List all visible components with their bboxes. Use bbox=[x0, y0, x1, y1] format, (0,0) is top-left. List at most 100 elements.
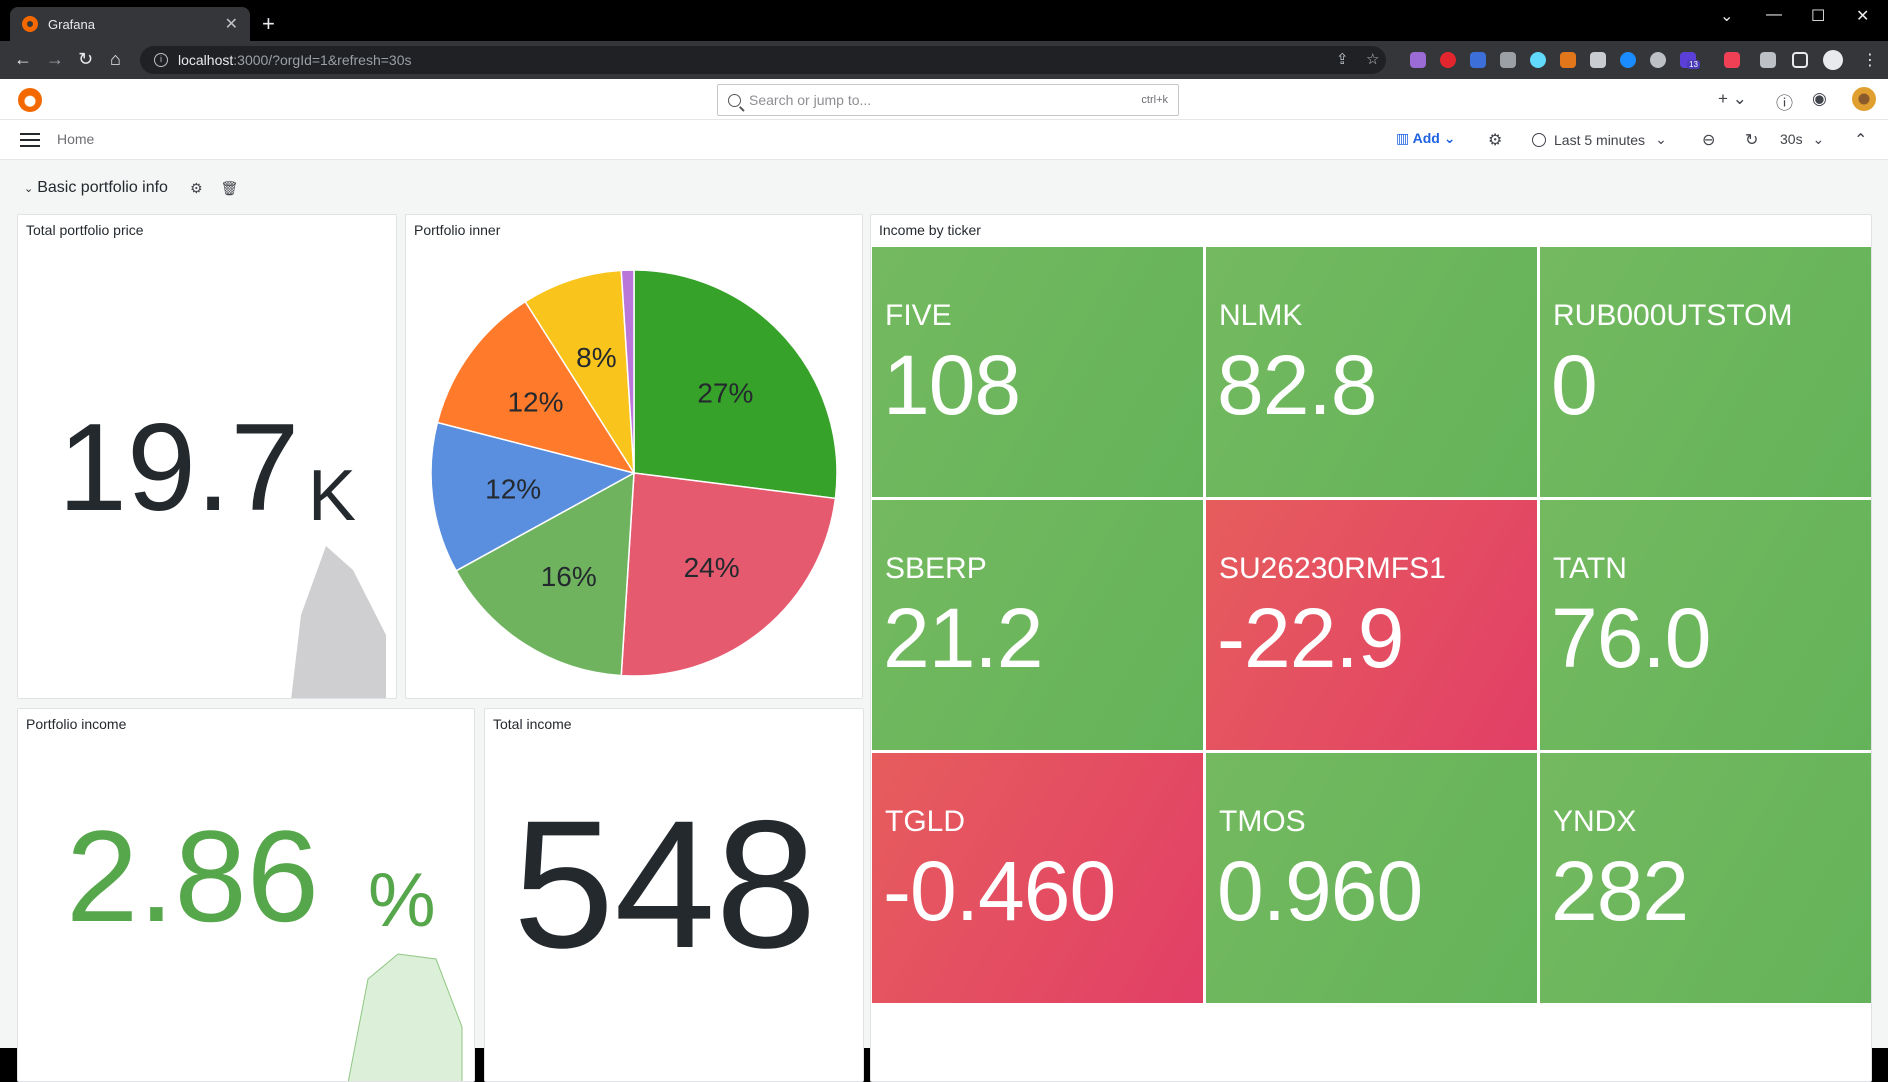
panel-portfolio-income[interactable]: Portfolio income 2.86 % bbox=[17, 708, 475, 1082]
row-delete-trash-icon[interactable]: 🗑 bbox=[220, 179, 239, 196]
user-avatar[interactable] bbox=[1852, 87, 1876, 111]
collapse-chevron-up-icon[interactable]: ⌃ bbox=[1854, 132, 1868, 149]
panel-title: Portfolio inner bbox=[414, 222, 501, 238]
pie-slice[interactable] bbox=[524, 269, 635, 474]
pie-slice-label: 27% bbox=[697, 377, 753, 408]
ticker-name: TATN bbox=[1553, 552, 1627, 585]
pie-slice-label: 12% bbox=[507, 386, 563, 417]
browser-menu-icon[interactable]: ⋮ bbox=[1862, 52, 1878, 69]
bookmark-star-icon[interactable]: ☆ bbox=[1366, 51, 1380, 68]
ticker-name: SU26230RMFS1 bbox=[1219, 552, 1446, 585]
profile-avatar[interactable] bbox=[1823, 50, 1843, 70]
chevron-down-icon: ⌄ bbox=[1443, 130, 1456, 146]
pie-slice[interactable] bbox=[633, 269, 838, 500]
pie-slice[interactable] bbox=[620, 472, 837, 677]
ticker-name: FIVE bbox=[885, 299, 952, 332]
reload-icon[interactable]: ↻ bbox=[78, 49, 94, 69]
refresh-interval-picker[interactable]: 30s ⌄ bbox=[1780, 131, 1824, 148]
site-info-icon[interactable]: i bbox=[154, 53, 168, 67]
url-host: localhost bbox=[178, 52, 234, 68]
side-panel-icon[interactable] bbox=[1792, 52, 1808, 68]
extension-pocket-icon[interactable] bbox=[1724, 52, 1740, 68]
home-icon[interactable]: ⌂ bbox=[110, 49, 121, 69]
dashboard-settings-gear-icon[interactable]: ⚙ bbox=[1488, 132, 1503, 149]
extension-feather-icon[interactable] bbox=[1410, 52, 1426, 68]
forward-icon[interactable]: → bbox=[46, 49, 64, 69]
add-panel-icon: ▥ bbox=[1396, 130, 1410, 146]
chevron-down-icon: ⌄ bbox=[1812, 131, 1825, 147]
extension-metamask-icon[interactable] bbox=[1560, 52, 1576, 68]
extension-ci-icon[interactable] bbox=[1500, 52, 1516, 68]
pie-slice-label: 12% bbox=[485, 473, 541, 504]
close-tab-icon[interactable]: ✕ bbox=[224, 16, 238, 33]
grafana-app: Search or jump to... ctrl+k + ⌄ ⓘ ◉ Home… bbox=[0, 79, 1888, 1082]
time-range-picker[interactable]: Last 5 minutes ⌄ bbox=[1532, 131, 1667, 148]
extensions-puzzle-icon[interactable] bbox=[1760, 52, 1776, 68]
time-range-label: Last 5 minutes bbox=[1554, 131, 1646, 148]
pie-slice[interactable] bbox=[430, 421, 637, 572]
extension-vue-icon[interactable] bbox=[1590, 52, 1606, 68]
maximize-icon[interactable]: ☐ bbox=[1811, 8, 1826, 25]
news-rss-icon[interactable]: ◉ bbox=[1812, 89, 1827, 108]
row-settings-gear-icon[interactable]: ⚙ bbox=[189, 179, 203, 196]
extension-react-icon[interactable] bbox=[1530, 52, 1546, 68]
ticker-name: SBERP bbox=[885, 552, 987, 585]
panel-portfolio-inner[interactable]: Portfolio inner 27% 24% 16% 12% 12% 8% bbox=[405, 214, 863, 699]
extension-badge-icon[interactable]: 13 bbox=[1680, 52, 1700, 69]
panel-total-portfolio-price[interactable]: Total portfolio price 19.7 K bbox=[17, 214, 397, 699]
back-icon[interactable]: ← bbox=[14, 49, 32, 69]
pie-slice[interactable] bbox=[455, 471, 635, 677]
pie-slice[interactable] bbox=[620, 269, 635, 474]
share-icon[interactable]: ⇪ bbox=[1336, 51, 1349, 68]
grafana-favicon-icon bbox=[22, 16, 38, 32]
search-shortcut: ctrl+k bbox=[1141, 94, 1168, 106]
search-input[interactable]: Search or jump to... ctrl+k bbox=[717, 84, 1179, 116]
grafana-topbar: Search or jump to... ctrl+k + ⌄ ⓘ ◉ bbox=[0, 79, 1888, 120]
extension-speed-icon[interactable] bbox=[1620, 52, 1636, 68]
panel-total-income[interactable]: Total income 548 bbox=[484, 708, 864, 1082]
ticker-name: NLMK bbox=[1219, 299, 1303, 332]
pie-slice-label: 8% bbox=[576, 342, 616, 373]
ticker-value: 76.0 bbox=[1551, 591, 1711, 685]
ticker-value: 108 bbox=[883, 338, 1021, 432]
ticker-tile[interactable]: RUB000UTSTOM 0 bbox=[1540, 247, 1871, 497]
row-header[interactable]: ⌄ Basic portfolio info ⚙ 🗑 bbox=[24, 179, 238, 197]
extension-adblock-icon[interactable] bbox=[1440, 52, 1456, 68]
refresh-icon[interactable]: ↻ bbox=[1745, 132, 1759, 149]
panel-income-by-ticker[interactable]: Income by ticker FIVE 108 NLMK 82.8 RUB000UT… bbox=[870, 214, 1872, 1082]
ticker-tile[interactable]: SBERP 21.2 bbox=[872, 500, 1203, 750]
close-window-icon[interactable]: ✕ bbox=[1856, 8, 1870, 25]
help-icon[interactable]: ⓘ bbox=[1776, 94, 1793, 113]
ticker-tile[interactable]: NLMK 82.8 bbox=[1206, 247, 1537, 497]
panel-title: Income by ticker bbox=[879, 222, 981, 238]
add-button[interactable]: ▥ Add ⌄ bbox=[1396, 130, 1455, 147]
tab-search-chevron-icon[interactable]: ⌄ bbox=[1720, 8, 1734, 25]
breadcrumb-home[interactable]: Home bbox=[57, 131, 95, 147]
row-title: Basic portfolio info bbox=[37, 179, 168, 196]
ticker-tile[interactable]: FIVE 108 bbox=[872, 247, 1203, 497]
url-path: :3000/?orgId=1&refresh=30s bbox=[233, 52, 412, 68]
search-placeholder: Search or jump to... bbox=[749, 92, 872, 108]
ticker-tile[interactable]: TATN 76.0 bbox=[1540, 500, 1871, 750]
ticker-value: 82.8 bbox=[1217, 338, 1377, 432]
pie-slice[interactable] bbox=[436, 300, 636, 475]
extension-globe-icon[interactable] bbox=[1650, 52, 1666, 68]
new-tab-icon[interactable]: + bbox=[262, 11, 275, 36]
grafana-logo-icon[interactable] bbox=[18, 88, 42, 112]
new-plus-icon[interactable]: + ⌄ bbox=[1718, 89, 1747, 108]
panel-title: Portfolio income bbox=[26, 716, 127, 732]
ticker-tile[interactable]: YNDX 282 bbox=[1540, 753, 1871, 1003]
ticker-tile[interactable]: TMOS 0.960 bbox=[1206, 753, 1537, 1003]
browser-tab[interactable]: Grafana ✕ bbox=[10, 7, 250, 41]
stat-unit: % bbox=[368, 858, 436, 943]
extension-bitwarden-icon[interactable] bbox=[1470, 52, 1486, 68]
minimize-icon[interactable]: — bbox=[1766, 6, 1782, 23]
address-bar[interactable]: i localhost:3000/?orgId=1&refresh=30s ⇪ … bbox=[140, 46, 1386, 74]
clock-icon bbox=[1532, 132, 1546, 147]
zoom-out-icon[interactable]: ⊖ bbox=[1702, 132, 1716, 149]
ticker-tile[interactable]: SU26230RMFS1 -22.9 bbox=[1206, 500, 1537, 750]
ticker-name: RUB000UTSTOM bbox=[1553, 299, 1793, 332]
ticker-tile[interactable]: TGLD -0.460 bbox=[872, 753, 1203, 1003]
chevron-down-icon: ⌄ bbox=[1655, 131, 1667, 147]
menu-hamburger-icon[interactable] bbox=[20, 133, 40, 147]
